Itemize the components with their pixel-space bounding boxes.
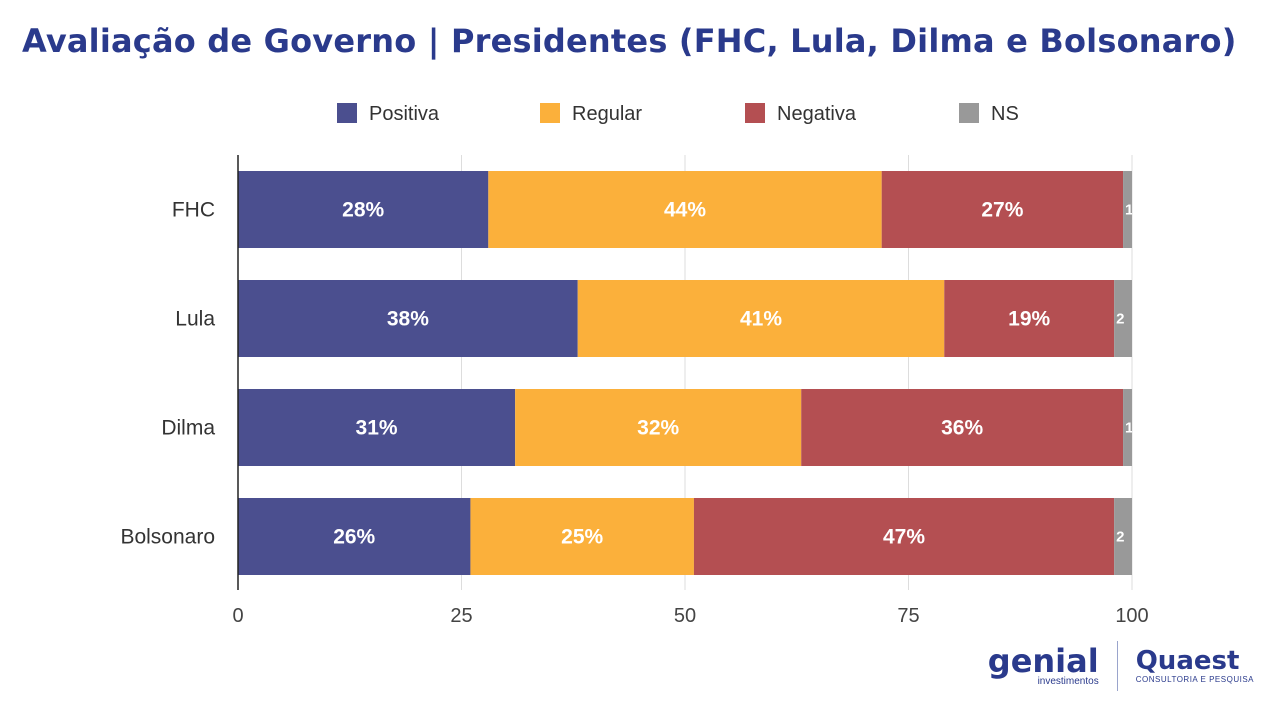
x-tick-label-0: 0: [232, 605, 243, 627]
data-label-dilma-positiva: 31%: [356, 417, 398, 440]
category-label-lula: Lula: [175, 308, 215, 331]
quaest-logo: Quaest CONSULTORIA E PESQUISA: [1136, 647, 1254, 685]
legend-label-positiva: Positiva: [369, 103, 440, 125]
data-label-fhc-negativa: 27%: [981, 199, 1023, 222]
genial-logo-sub: investimentos: [1037, 675, 1099, 687]
bar-dilma-negativa: [801, 389, 1124, 466]
data-label-dilma-negativa: 36%: [941, 417, 983, 440]
legend-swatch-regular: [540, 103, 560, 123]
x-tick-label-2: 50: [674, 605, 696, 627]
data-label-bolsonaro-positiva: 26%: [333, 526, 375, 549]
x-tick-label-3: 75: [897, 605, 919, 627]
category-label-bolsonaro: Bolsonaro: [120, 526, 215, 549]
data-label-dilma-ns: 1: [1125, 420, 1133, 437]
bar-fhc-negativa: [881, 171, 1124, 248]
legend-swatch-ns: [959, 103, 979, 123]
data-label-fhc-ns: 1: [1125, 202, 1133, 219]
bar-bolsonaro-ns: [1114, 498, 1132, 575]
legend: Positiva Regular Negativa NS: [337, 103, 1019, 125]
data-label-fhc-regular: 44%: [664, 199, 706, 222]
legend-swatch-negativa: [745, 103, 765, 123]
data-label-lula-ns: 2: [1116, 311, 1124, 328]
logos: genial investimentos Quaest CONSULTORIA …: [988, 641, 1254, 691]
data-label-bolsonaro-negativa: 47%: [883, 526, 925, 549]
quaest-logo-word: Quaest: [1135, 646, 1240, 676]
quaest-logo-sub: CONSULTORIA E PESQUISA: [1135, 675, 1254, 684]
x-axis-ticks: 0 25 50 75 100: [232, 605, 1148, 627]
bar-lula-positiva: [238, 280, 578, 357]
chart-title: Avaliação de Governo | Presidentes (FHC,…: [22, 22, 1237, 60]
legend-label-regular: Regular: [572, 103, 642, 125]
bar-dilma-positiva: [238, 389, 516, 466]
category-label-dilma: Dilma: [161, 417, 215, 440]
legend-label-negativa: Negativa: [777, 103, 857, 125]
category-label-fhc: FHC: [172, 199, 215, 222]
data-label-lula-positiva: 38%: [387, 308, 429, 331]
genial-logo: genial investimentos: [987, 641, 1099, 687]
bar-fhc-positiva: [238, 171, 489, 248]
data-label-bolsonaro-ns: 2: [1116, 529, 1124, 546]
bar-bolsonaro-negativa: [693, 498, 1115, 575]
x-tick-label-1: 25: [450, 605, 472, 627]
data-label-lula-regular: 41%: [740, 308, 782, 331]
bar-bolsonaro-positiva: [238, 498, 471, 575]
bar-lula-negativa: [944, 280, 1115, 357]
category-labels: FHC Lula Dilma Bolsonaro: [120, 199, 215, 549]
data-label-fhc-positiva: 28%: [342, 199, 384, 222]
bar-lula-ns: [1114, 280, 1132, 357]
bar-bolsonaro-regular: [470, 498, 694, 575]
bar-dilma-regular: [515, 389, 802, 466]
data-label-bolsonaro-regular: 25%: [561, 526, 603, 549]
data-label-lula-negativa: 19%: [1008, 308, 1050, 331]
bar-fhc-regular: [488, 171, 882, 248]
bar-dilma-ns: [1123, 389, 1132, 466]
legend-label-ns: NS: [991, 103, 1019, 125]
x-tick-label-4: 100: [1115, 605, 1148, 627]
genial-logo-word: genial: [987, 641, 1099, 680]
logo-separator: [1116, 641, 1118, 691]
bar-fhc-ns: [1123, 171, 1132, 248]
legend-swatch-positiva: [337, 103, 357, 123]
bars: 28% 44% 27% 1 38% 41% 19% 2 31% 32% 36% 1 26% 25% 47% 2: [238, 171, 1133, 575]
bar-lula-regular: [577, 280, 945, 357]
data-label-dilma-regular: 32%: [637, 417, 679, 440]
